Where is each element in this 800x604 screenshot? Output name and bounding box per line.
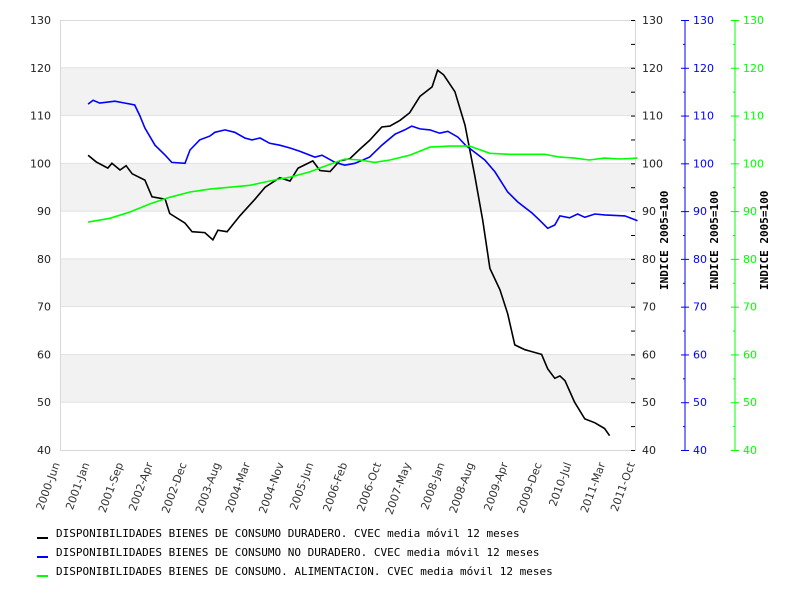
y-tick-label: 50: [37, 396, 51, 409]
y-tick-label: 100: [30, 157, 51, 170]
y-tick-label: 80: [37, 253, 51, 266]
x-tick-label: 2008-Aug: [447, 461, 477, 515]
series-line-3: [87, 145, 638, 223]
right-y-tick-label: 40: [693, 444, 707, 457]
right-y-tick-label: 50: [743, 396, 757, 409]
y-tick-label: 130: [30, 14, 51, 27]
x-tick-label: 2010-Jul: [546, 461, 574, 509]
background-band: [60, 258, 635, 307]
right-y-tick-label: 100: [743, 157, 764, 170]
legend-label: DISPONIBILIDADES BIENES DE CONSUMO. ALIM…: [56, 565, 553, 578]
x-tick-label: 2001-Sep: [96, 461, 126, 515]
right-y-tick-label: 90: [642, 205, 656, 218]
x-tick-label: 2009-Apr: [481, 460, 511, 513]
right-axis-title: INDICE 2005=100: [708, 191, 721, 290]
right-y-tick-label: 80: [693, 253, 707, 266]
background-band: [60, 67, 635, 116]
x-tick-label: 2005-Jun: [287, 461, 316, 512]
series-lines: [87, 68, 638, 437]
legend-label: DISPONIBILIDADES BIENES DE CONSUMO NO DU…: [56, 546, 539, 559]
y-tick-label: 90: [37, 205, 51, 218]
series-line-1: [87, 68, 611, 437]
background-band: [60, 354, 635, 403]
right-y-tick-label: 60: [743, 348, 757, 361]
x-tick-label: 2008-Jan: [418, 461, 447, 512]
right-axis-title: INDICE 2005=100: [758, 191, 771, 290]
legend-label: DISPONIBILIDADES BIENES DE CONSUMO DURAD…: [56, 527, 520, 540]
y-tick-label: 120: [30, 62, 51, 75]
background-band: [60, 163, 635, 212]
x-tick-label: 2002-Dec: [159, 461, 189, 515]
y-tick-label: 40: [37, 444, 51, 457]
x-axis: 2000-Jun 2001-Jan 2001-Sep 2002-Apr 2002-Dec…: [34, 460, 638, 517]
plot-area-frame: [60, 20, 636, 451]
right-y-tick-label: 120: [743, 62, 764, 75]
left-y-axis: 40 50 60 70 80 90 100 110 120 130: [30, 14, 51, 457]
x-tick-label: 2000-Jun: [34, 461, 63, 512]
right-y-tick-label: 60: [693, 348, 707, 361]
x-tick-label: 2006-Feb: [320, 461, 350, 514]
right-y-tick-label: 40: [642, 444, 656, 457]
right-y-tick-label: 100: [642, 157, 663, 170]
right-y-tick-label: 90: [743, 205, 757, 218]
y-tick-label: 110: [30, 110, 51, 123]
right-y-tick-label: 40: [743, 444, 757, 457]
right-y-tick-label: 110: [693, 110, 714, 123]
x-tick-label: 2011-Oct: [608, 460, 638, 513]
right-y-tick-label: 50: [642, 396, 656, 409]
right-y-tick-label: 70: [743, 301, 757, 314]
right-y-tick-label: 80: [642, 253, 656, 266]
right-y-tick-label: 70: [693, 301, 707, 314]
right-y-tick-label: 110: [743, 110, 764, 123]
y-tick-label: 60: [37, 348, 51, 361]
right-y-tick-label: 120: [693, 62, 714, 75]
right-y-tick-label: 120: [642, 62, 663, 75]
right-y-tick-label: 100: [693, 157, 714, 170]
right-y-axes: 40 50 60 70 80 90 100 110 120 130 INDICE 2005=100 4…: [631, 14, 771, 457]
x-tick-label: 2007-May: [383, 460, 414, 516]
x-tick-label: 2009-Dec: [514, 461, 544, 515]
x-tick-label: 2004-Nov: [256, 460, 287, 515]
right-y-tick-label: 70: [642, 301, 656, 314]
right-y-tick-label: 130: [743, 14, 764, 27]
y-tick-label: 70: [37, 301, 51, 314]
right-y-tick-label: 60: [642, 348, 656, 361]
legend: DISPONIBILIDADES BIENES DE CONSUMO DURAD…: [37, 527, 553, 578]
right-y-tick-label: 130: [642, 14, 663, 27]
right-y-tick-label: 50: [693, 396, 707, 409]
right-axis-title: INDICE 2005=100: [658, 191, 671, 290]
x-tick-label: 2002-Apr: [126, 460, 156, 513]
background-bands: [60, 67, 635, 403]
x-tick-label: 2001-Jan: [63, 461, 92, 512]
x-tick-label: 2006-Oct: [354, 460, 384, 513]
x-tick-label: 2011-Mar: [578, 460, 608, 514]
x-tick-label: 2004-Mar: [223, 460, 253, 514]
right-y-tick-label: 110: [642, 110, 663, 123]
right-y-tick-label: 130: [693, 14, 714, 27]
right-y-tick-label: 90: [693, 205, 707, 218]
right-y-tick-label: 80: [743, 253, 757, 266]
x-tick-label: 2003-Aug: [193, 461, 223, 515]
series-line-2: [87, 99, 638, 230]
